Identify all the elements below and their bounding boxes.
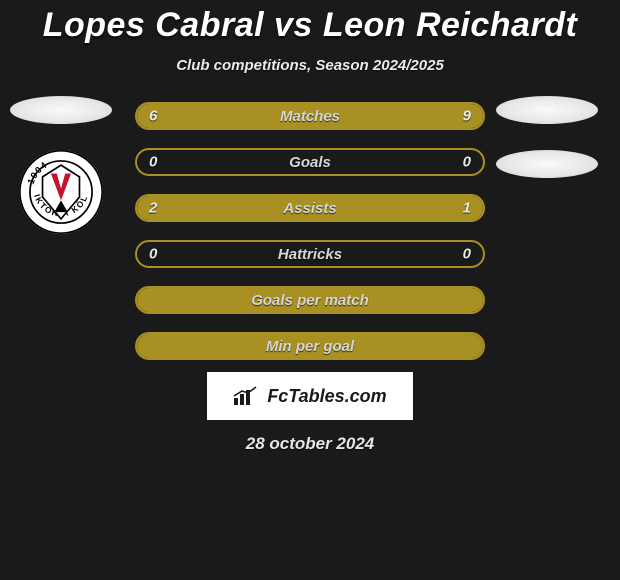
stat-row-goals-per-match: Goals per match (135, 286, 485, 314)
stat-label: Assists (283, 200, 336, 217)
stat-row-min-per-goal: Min per goal (135, 332, 485, 360)
comparison-date: 28 october 2024 (0, 434, 620, 454)
right-player-badges (492, 96, 602, 178)
player1-club-badge: 1904 VIKTORIA KÖLN (19, 150, 103, 234)
stat-fill-left (137, 104, 275, 128)
stat-label: Matches (280, 108, 340, 125)
stat-row-goals: 0 Goals 0 (135, 148, 485, 176)
brand-text: FcTables.com (267, 386, 386, 407)
stat-label: Hattricks (278, 246, 342, 263)
comparison-title: Lopes Cabral vs Leon Reichardt (0, 0, 620, 45)
stat-label: Min per goal (266, 338, 354, 355)
stat-value-right: 9 (463, 108, 471, 125)
viktoria-koln-badge-icon: 1904 VIKTORIA KÖLN (19, 150, 103, 234)
stat-row-matches: 6 Matches 9 (135, 102, 485, 130)
stat-value-left: 0 (149, 154, 157, 171)
player2-avatar-placeholder (496, 96, 598, 124)
left-player-badges: 1904 VIKTORIA KÖLN (6, 96, 116, 234)
subtitle: Club competitions, Season 2024/2025 (0, 57, 620, 74)
player1-avatar-placeholder (10, 96, 112, 124)
player2-name: Leon Reichardt (323, 6, 577, 44)
stat-value-left: 2 (149, 200, 157, 217)
brand-footer[interactable]: FcTables.com (207, 372, 413, 420)
bar-chart-icon (233, 386, 261, 406)
stat-label: Goals per match (251, 292, 369, 309)
stats-container: 6 Matches 9 0 Goals 0 2 Assists 1 0 Hattricks 0 Goal… (135, 102, 485, 360)
player2-club-placeholder (496, 150, 598, 178)
stat-value-right: 0 (463, 246, 471, 263)
vs-text: vs (274, 6, 313, 44)
stat-value-left: 6 (149, 108, 157, 125)
stat-label: Goals (289, 154, 331, 171)
stat-row-hattricks: 0 Hattricks 0 (135, 240, 485, 268)
stat-value-right: 1 (463, 200, 471, 217)
stat-value-right: 0 (463, 154, 471, 171)
comparison-main: 1904 VIKTORIA KÖLN 6 Matches 9 0 Goals 0 2 Assi… (0, 102, 620, 360)
stat-row-assists: 2 Assists 1 (135, 194, 485, 222)
player1-name: Lopes Cabral (43, 6, 264, 44)
stat-value-left: 0 (149, 246, 157, 263)
